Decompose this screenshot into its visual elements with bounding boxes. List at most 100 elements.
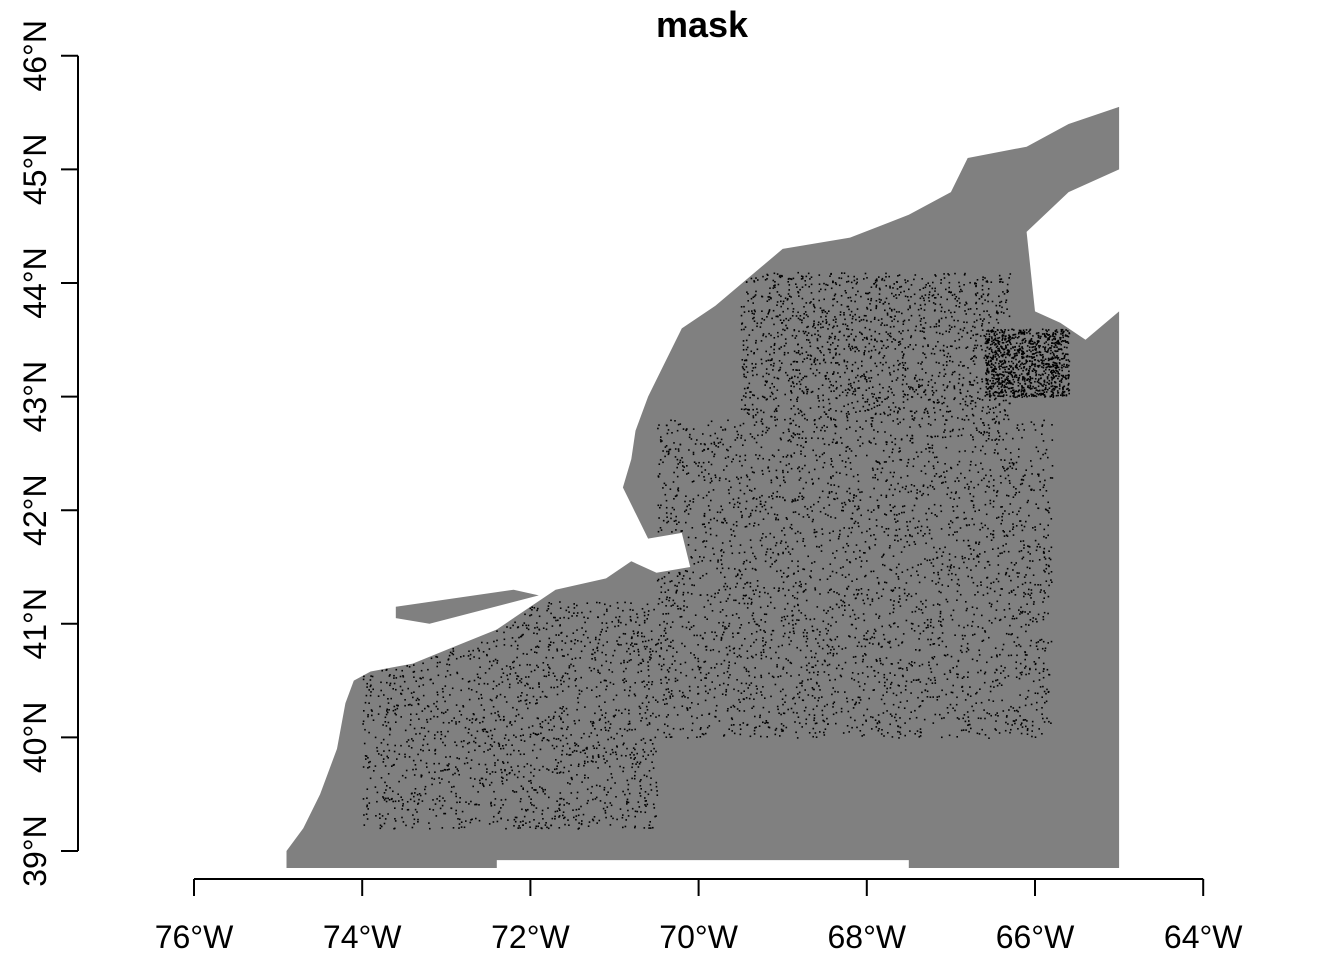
point (570, 640, 573, 643)
point (881, 322, 883, 324)
point (915, 606, 918, 608)
point (798, 609, 800, 612)
point (999, 552, 1001, 555)
point (1031, 724, 1034, 727)
point (595, 747, 598, 750)
point (787, 551, 790, 553)
point (883, 638, 886, 641)
point (568, 611, 570, 613)
point (905, 582, 908, 584)
point (910, 490, 912, 493)
point (787, 545, 789, 548)
point (888, 547, 891, 549)
point (478, 649, 480, 652)
point (648, 656, 651, 658)
point (717, 675, 719, 677)
point (831, 460, 833, 462)
point (561, 712, 563, 714)
point (1024, 704, 1027, 707)
point (723, 469, 725, 471)
point (559, 771, 562, 773)
point (864, 350, 866, 352)
point (725, 690, 727, 693)
point (616, 746, 618, 748)
point (805, 635, 808, 638)
point (906, 669, 908, 671)
point (430, 710, 432, 713)
point (826, 664, 829, 667)
point (594, 659, 597, 661)
point (1044, 479, 1046, 482)
point (467, 732, 470, 734)
point (704, 660, 707, 663)
point (767, 592, 769, 595)
point (548, 666, 550, 669)
point (1043, 590, 1045, 592)
point (669, 448, 672, 451)
point (844, 503, 847, 506)
point (1044, 571, 1046, 573)
point (868, 342, 871, 345)
point (416, 793, 419, 796)
point (687, 544, 690, 546)
point (972, 504, 975, 506)
point (941, 632, 944, 634)
point (652, 767, 655, 769)
point (1000, 672, 1002, 674)
point (688, 436, 691, 439)
point (780, 713, 782, 716)
point (721, 508, 724, 511)
point (793, 605, 796, 608)
point (639, 761, 642, 764)
point (765, 721, 768, 724)
point (617, 619, 620, 621)
point (940, 528, 943, 530)
point (521, 717, 524, 719)
point (937, 571, 939, 574)
point (371, 710, 373, 712)
point (546, 622, 548, 625)
point (975, 427, 978, 429)
point (748, 478, 751, 481)
point (721, 555, 723, 557)
point (1047, 456, 1049, 459)
point (665, 598, 668, 601)
point (742, 587, 745, 589)
point (1043, 569, 1045, 572)
point (917, 574, 919, 576)
point (699, 666, 702, 669)
point (813, 468, 816, 471)
point (562, 814, 564, 817)
point (911, 627, 913, 630)
point (823, 462, 826, 464)
point (455, 766, 457, 768)
point (981, 640, 984, 642)
point (642, 640, 644, 643)
point (735, 613, 738, 615)
point (874, 538, 877, 541)
point (413, 691, 415, 693)
point (819, 323, 822, 325)
point (660, 678, 662, 681)
point (804, 629, 806, 631)
point (980, 462, 982, 465)
point (493, 754, 495, 757)
point (901, 486, 904, 489)
point (967, 716, 970, 718)
point (809, 618, 812, 621)
point (451, 720, 453, 722)
point (835, 571, 838, 574)
point (822, 326, 824, 328)
point (1008, 575, 1011, 577)
point (657, 475, 660, 477)
point (635, 643, 638, 645)
point (732, 632, 734, 635)
point (782, 432, 785, 434)
point (926, 518, 928, 521)
point (1008, 354, 1011, 357)
point (493, 790, 495, 793)
point (605, 660, 608, 663)
point (1011, 724, 1013, 726)
point (570, 663, 572, 666)
point (738, 482, 741, 485)
